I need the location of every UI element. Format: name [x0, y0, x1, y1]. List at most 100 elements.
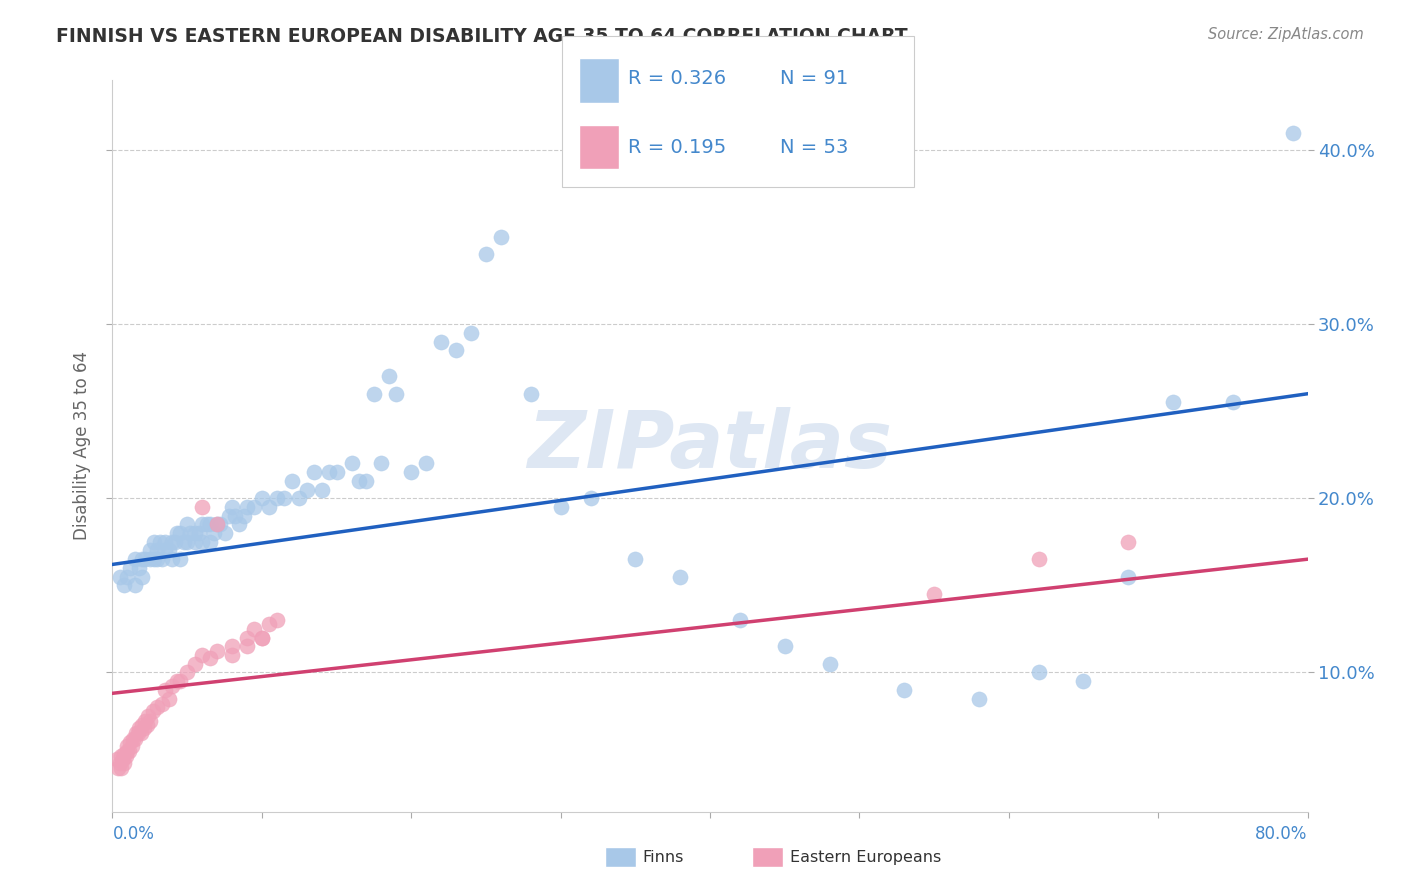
Point: [131, 552, 153, 566]
Point: [149, 534, 172, 549]
Text: N = 91: N = 91: [780, 69, 849, 88]
Point: [127, 726, 149, 740]
Point: [114, 578, 135, 592]
Point: [205, 644, 228, 658]
Point: [243, 500, 266, 514]
Point: [176, 665, 198, 680]
Point: [922, 587, 945, 601]
Point: [550, 500, 572, 514]
Text: R = 0.195: R = 0.195: [628, 137, 727, 157]
Point: [146, 700, 169, 714]
Point: [105, 752, 128, 766]
Point: [214, 526, 236, 541]
Point: [273, 491, 295, 506]
Point: [281, 474, 304, 488]
Point: [198, 534, 221, 549]
Point: [139, 714, 162, 728]
Point: [198, 651, 221, 665]
Point: [489, 230, 512, 244]
Point: [250, 491, 273, 506]
Point: [356, 474, 378, 488]
Point: [370, 457, 392, 471]
Point: [146, 552, 169, 566]
Point: [378, 369, 401, 384]
Point: [218, 508, 240, 523]
Point: [117, 739, 139, 753]
Point: [131, 717, 153, 731]
Point: [188, 526, 211, 541]
Point: [125, 726, 148, 740]
Point: [117, 569, 139, 583]
Point: [520, 386, 543, 401]
Point: [579, 491, 602, 506]
Point: [266, 613, 288, 627]
Point: [243, 622, 266, 636]
Text: ZIPatlas: ZIPatlas: [527, 407, 893, 485]
Point: [176, 534, 198, 549]
Text: Source: ZipAtlas.com: Source: ZipAtlas.com: [1208, 27, 1364, 42]
Point: [1222, 395, 1244, 409]
Point: [669, 569, 692, 583]
Point: [162, 534, 183, 549]
Point: [191, 648, 214, 662]
Point: [150, 697, 173, 711]
Point: [1118, 569, 1140, 583]
Point: [191, 517, 214, 532]
Text: 80.0%: 80.0%: [1256, 825, 1308, 843]
Point: [401, 465, 423, 479]
Point: [142, 704, 165, 718]
Point: [169, 526, 191, 541]
Point: [139, 552, 162, 566]
Point: [183, 534, 205, 549]
Point: [893, 682, 915, 697]
Point: [1028, 552, 1050, 566]
Point: [150, 552, 173, 566]
Point: [205, 517, 228, 532]
Point: [1073, 674, 1095, 689]
Point: [232, 508, 256, 523]
Point: [224, 508, 246, 523]
Point: [295, 483, 318, 497]
Point: [347, 474, 370, 488]
Point: [818, 657, 841, 671]
Point: [110, 761, 132, 775]
Point: [107, 761, 129, 775]
Point: [318, 465, 340, 479]
Point: [1281, 126, 1303, 140]
Point: [120, 735, 142, 749]
Point: [162, 552, 183, 566]
Point: [108, 569, 131, 583]
Point: [195, 517, 218, 532]
Point: [1118, 534, 1140, 549]
Point: [165, 534, 187, 549]
Point: [430, 334, 453, 349]
Point: [132, 721, 155, 735]
Point: [131, 569, 153, 583]
Point: [153, 534, 176, 549]
Point: [363, 386, 385, 401]
Point: [236, 631, 259, 645]
Point: [1161, 395, 1184, 409]
Point: [166, 674, 188, 689]
Point: [124, 552, 146, 566]
Point: [340, 457, 363, 471]
Point: [166, 526, 188, 541]
Point: [236, 500, 259, 514]
Point: [169, 674, 191, 689]
Point: [444, 343, 467, 358]
Point: [183, 526, 205, 541]
Point: [162, 679, 183, 693]
Point: [128, 721, 150, 735]
Point: [191, 534, 214, 549]
Point: [121, 739, 143, 753]
Point: [134, 552, 156, 566]
Point: [135, 717, 157, 731]
Point: [191, 500, 214, 514]
Point: [143, 552, 166, 566]
Point: [259, 616, 281, 631]
Point: [198, 517, 221, 532]
Point: [114, 747, 135, 762]
Point: [202, 526, 225, 541]
Point: [250, 631, 273, 645]
Point: [169, 552, 191, 566]
